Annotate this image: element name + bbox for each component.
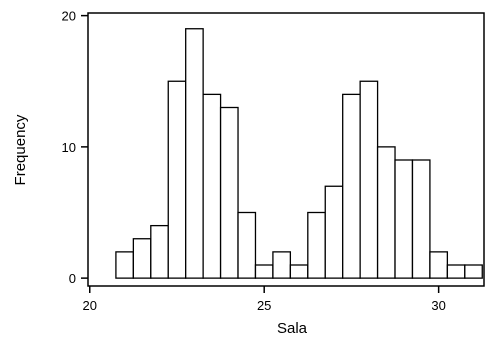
histogram-bar: [202, 93, 222, 279]
histogram-bar: [289, 264, 309, 279]
bars-group: [115, 28, 483, 279]
histogram-bar: [254, 264, 274, 279]
histogram-bar: [429, 251, 449, 279]
histogram-bar: [167, 80, 187, 279]
histogram-bar: [324, 185, 344, 279]
x-axis: 20 25 30: [83, 286, 446, 313]
histogram-bar: [150, 224, 169, 279]
y-tick-label: 0: [69, 271, 76, 286]
y-tick-label: 20: [62, 9, 76, 24]
x-tick-label: 30: [431, 298, 445, 313]
histogram-bar: [446, 264, 466, 279]
x-tick-label: 20: [83, 298, 97, 313]
x-tick-label: 25: [257, 298, 271, 313]
y-axis: 0 10 20: [62, 9, 88, 286]
histogram-bar: [307, 211, 326, 279]
x-axis-title: Sala: [277, 320, 308, 337]
histogram-bar: [185, 28, 204, 279]
histogram-bar: [237, 211, 257, 279]
y-axis-title: Frequency: [12, 114, 29, 185]
y-tick-label: 10: [62, 140, 76, 155]
histogram-bar: [342, 93, 361, 279]
histogram-bar: [272, 251, 292, 279]
histogram-bar: [464, 264, 483, 279]
histogram-bar: [376, 146, 396, 279]
histogram-bar: [132, 238, 152, 279]
plot-frame: [87, 12, 485, 287]
histogram-bar: [394, 159, 414, 279]
histogram-bar: [115, 251, 135, 279]
histogram-bar: [359, 80, 379, 279]
histogram-bar: [411, 159, 431, 279]
histogram-bar: [219, 106, 239, 279]
